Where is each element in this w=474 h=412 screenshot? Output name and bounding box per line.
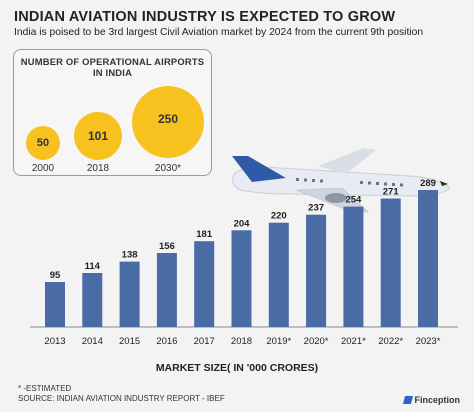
- tick-label-2020*: 2020*: [304, 336, 329, 347]
- bar-2021*: [343, 206, 364, 327]
- airport-circle-2018: 101: [74, 112, 122, 160]
- value-label-2020*: 237: [308, 203, 324, 214]
- value-label-2015: 138: [122, 250, 138, 261]
- bar-2019*: [268, 222, 289, 327]
- tick-label-2014: 2014: [82, 336, 103, 347]
- value-label-2023*: 289: [420, 178, 436, 189]
- airplane-icon: [232, 148, 451, 213]
- tick-label-2017: 2017: [194, 336, 215, 347]
- airport-circle-2030: 250: [132, 86, 204, 158]
- finception-logo-icon: [402, 396, 413, 404]
- x-axis-title: MARKET SIZE( IN '000 CRORES): [155, 362, 319, 374]
- bar-2023*: [418, 190, 438, 327]
- tick-label-2019*: 2019*: [266, 336, 291, 347]
- value-label-2017: 181: [196, 229, 213, 240]
- airport-circle-2000: 50: [26, 126, 60, 160]
- bar-2022*: [380, 198, 401, 327]
- tick-label-2021*: 2021*: [341, 336, 366, 347]
- tick-label-2015: 2015: [119, 336, 140, 347]
- tick-label-2023*: 2023*: [416, 336, 441, 347]
- value-label-2013: 95: [50, 270, 61, 281]
- bar-2015: [119, 261, 140, 327]
- airports-panel-title: NUMBER OF OPERATIONAL AIRPORTS IN INDIA: [20, 56, 205, 78]
- bar-2017: [194, 241, 215, 327]
- value-label-2016: 156: [159, 241, 175, 252]
- bar-2014: [82, 273, 103, 327]
- bar-2016: [156, 253, 177, 327]
- airport-year-2000: 2000: [31, 163, 55, 174]
- tick-label-2016: 2016: [156, 336, 177, 347]
- market-size-chart: 95 2013 114 2014 138 2015 156 2016 181 2017 204 201…: [30, 148, 458, 347]
- bar-2013: [45, 282, 65, 327]
- value-label-2019*: 220: [271, 211, 287, 222]
- bar-2018: [231, 230, 252, 327]
- tick-label-2013: 2013: [44, 336, 65, 347]
- value-label-2014: 114: [85, 261, 101, 272]
- airport-year-2018: 2018: [86, 163, 110, 174]
- value-label-2018: 204: [234, 218, 251, 229]
- airports-panel: NUMBER OF OPERATIONAL AIRPORTS IN INDIA …: [13, 49, 212, 176]
- footnote: * -ESTIMATED SOURCE: INDIAN AVIATION IND…: [18, 384, 225, 403]
- airport-year-2030: 2030*: [154, 163, 182, 174]
- value-label-2021*: 254: [345, 195, 362, 206]
- tick-label-2022*: 2022*: [378, 336, 403, 347]
- bar-2020*: [306, 214, 327, 327]
- value-label-2022*: 271: [383, 187, 400, 198]
- bars-group: 95 2013 114 2014 138 2015 156 2016 181 2017 204 201…: [44, 178, 440, 347]
- tick-label-2018: 2018: [231, 336, 252, 347]
- chart-title: INDIAN AVIATION INDUSTRY IS EXPECTED TO …: [14, 9, 396, 25]
- chart-subtitle: India is poised to be 3rd largest Civil …: [14, 27, 424, 38]
- brand-logo: Finception: [402, 395, 460, 405]
